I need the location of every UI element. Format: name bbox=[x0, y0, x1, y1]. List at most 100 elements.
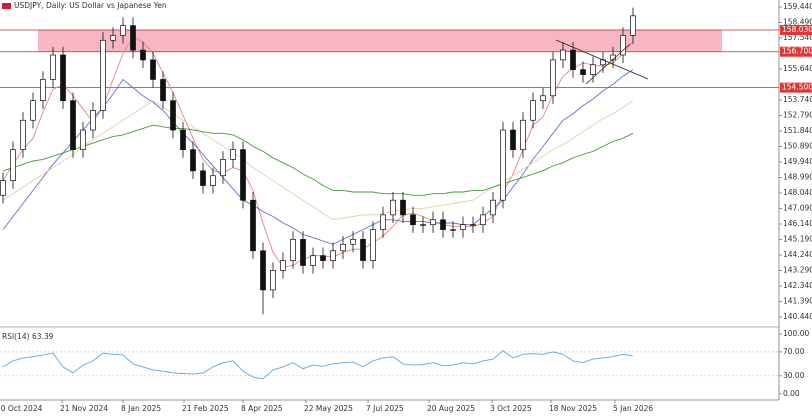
y-tick-label: 149.940 bbox=[783, 157, 812, 166]
candle-body bbox=[160, 79, 166, 102]
x-tick-label: 21 Feb 2025 bbox=[182, 404, 229, 413]
y-tick-label: 150.890 bbox=[783, 142, 812, 151]
y-tick-label: 159.440 bbox=[783, 2, 812, 11]
level-label: 158.030 bbox=[782, 25, 812, 34]
candle-body bbox=[390, 199, 396, 216]
rsi-line bbox=[2, 350, 634, 380]
chart-title: USDJPY, Daily: US Dollar vs Japanese Yen bbox=[14, 1, 167, 10]
candle-body bbox=[140, 49, 146, 61]
candle-body bbox=[510, 129, 516, 150]
y-tick-label: 153.740 bbox=[783, 95, 812, 104]
y-tick-label: 155.640 bbox=[783, 64, 812, 73]
moving-average bbox=[2, 36, 634, 268]
candle-body bbox=[430, 219, 436, 226]
candle-body bbox=[100, 39, 106, 111]
candle-body bbox=[310, 255, 316, 266]
moving-average bbox=[2, 100, 634, 221]
candle-body bbox=[220, 159, 226, 177]
x-tick-label: 20 Aug 2025 bbox=[427, 404, 475, 413]
rsi-tick-label: 70.00 bbox=[783, 347, 805, 356]
candle-body bbox=[460, 224, 466, 230]
level-label: 156.700 bbox=[782, 47, 812, 56]
candle-body bbox=[90, 110, 96, 131]
y-tick-label: 157.540 bbox=[783, 33, 812, 42]
x-tick-label: 10 Oct 2024 bbox=[0, 404, 43, 413]
candle-body bbox=[270, 270, 276, 291]
candle-body bbox=[300, 239, 306, 266]
x-tick-label: 7 Jul 2025 bbox=[366, 404, 404, 413]
candle-body bbox=[60, 54, 66, 102]
symbol-icon bbox=[2, 3, 11, 9]
candle-body bbox=[170, 100, 176, 131]
candle-body bbox=[200, 170, 206, 186]
candle-body bbox=[580, 69, 586, 75]
candle-body bbox=[550, 59, 556, 97]
x-tick-label: 21 Nov 2024 bbox=[60, 404, 108, 413]
candle-body bbox=[30, 100, 36, 121]
y-tick-label: 144.240 bbox=[783, 250, 812, 259]
y-tick-label: 147.090 bbox=[783, 204, 812, 213]
candle-body bbox=[520, 119, 526, 150]
trend-line bbox=[585, 43, 631, 85]
candle-body bbox=[500, 129, 506, 201]
candle-body bbox=[340, 243, 346, 252]
y-tick-label: 152.790 bbox=[783, 111, 812, 120]
x-tick-label: 18 Nov 2025 bbox=[549, 404, 597, 413]
candle-body bbox=[80, 129, 86, 150]
candle-body bbox=[260, 250, 266, 291]
candle-body bbox=[360, 239, 366, 261]
candle-body bbox=[290, 239, 296, 261]
candle-body bbox=[440, 219, 446, 230]
y-tick-label: 148.040 bbox=[783, 188, 812, 197]
y-tick-label: 146.140 bbox=[783, 219, 812, 228]
candle-body bbox=[130, 25, 136, 51]
x-tick-label: 8 Apr 2025 bbox=[241, 404, 283, 413]
candle-body bbox=[190, 149, 196, 172]
candle-body bbox=[540, 95, 546, 102]
candle-body bbox=[240, 149, 246, 201]
x-tick-label: 3 Oct 2025 bbox=[490, 404, 532, 413]
y-tick-label: 143.290 bbox=[783, 266, 812, 275]
rsi-tick-label: 30.00 bbox=[783, 371, 805, 380]
level-label-box bbox=[780, 82, 812, 93]
candle-body bbox=[380, 214, 386, 230]
candle-body bbox=[590, 64, 596, 75]
candle-body bbox=[320, 255, 326, 261]
candle-body bbox=[570, 49, 576, 71]
y-tick-label: 151.840 bbox=[783, 126, 812, 135]
candle-body bbox=[420, 224, 426, 226]
candle-body bbox=[560, 49, 566, 61]
candle-body bbox=[450, 229, 456, 231]
y-tick-label: 140.440 bbox=[783, 312, 812, 321]
candle-body bbox=[50, 54, 56, 80]
candle-body bbox=[330, 250, 336, 261]
level-label-box bbox=[780, 25, 812, 36]
candle-body bbox=[280, 260, 286, 271]
y-tick-label: 145.190 bbox=[783, 235, 812, 244]
candle-body bbox=[530, 100, 536, 121]
candle-body bbox=[150, 59, 156, 80]
moving-average bbox=[2, 124, 634, 196]
candle-body bbox=[210, 175, 216, 186]
candle-body bbox=[180, 129, 186, 150]
candle-body bbox=[40, 79, 46, 102]
y-tick-label: 141.390 bbox=[783, 297, 812, 306]
candle-body bbox=[470, 224, 476, 226]
rsi-tick-label: 100.00 bbox=[783, 329, 809, 338]
candle-body bbox=[370, 229, 376, 261]
candle-body bbox=[630, 15, 636, 36]
candle-body bbox=[120, 25, 126, 36]
x-tick-label: 22 May 2025 bbox=[304, 404, 353, 413]
candle-body bbox=[230, 149, 236, 160]
candle-body bbox=[620, 35, 626, 56]
x-tick-label: 8 Jan 2025 bbox=[121, 404, 161, 413]
candle-body bbox=[350, 239, 356, 245]
y-tick-label: 148.990 bbox=[783, 173, 812, 182]
candle-body bbox=[70, 100, 76, 150]
candle-body bbox=[490, 199, 496, 216]
candle-body bbox=[250, 199, 256, 252]
candle-body bbox=[480, 214, 486, 226]
candle-body bbox=[10, 149, 16, 181]
